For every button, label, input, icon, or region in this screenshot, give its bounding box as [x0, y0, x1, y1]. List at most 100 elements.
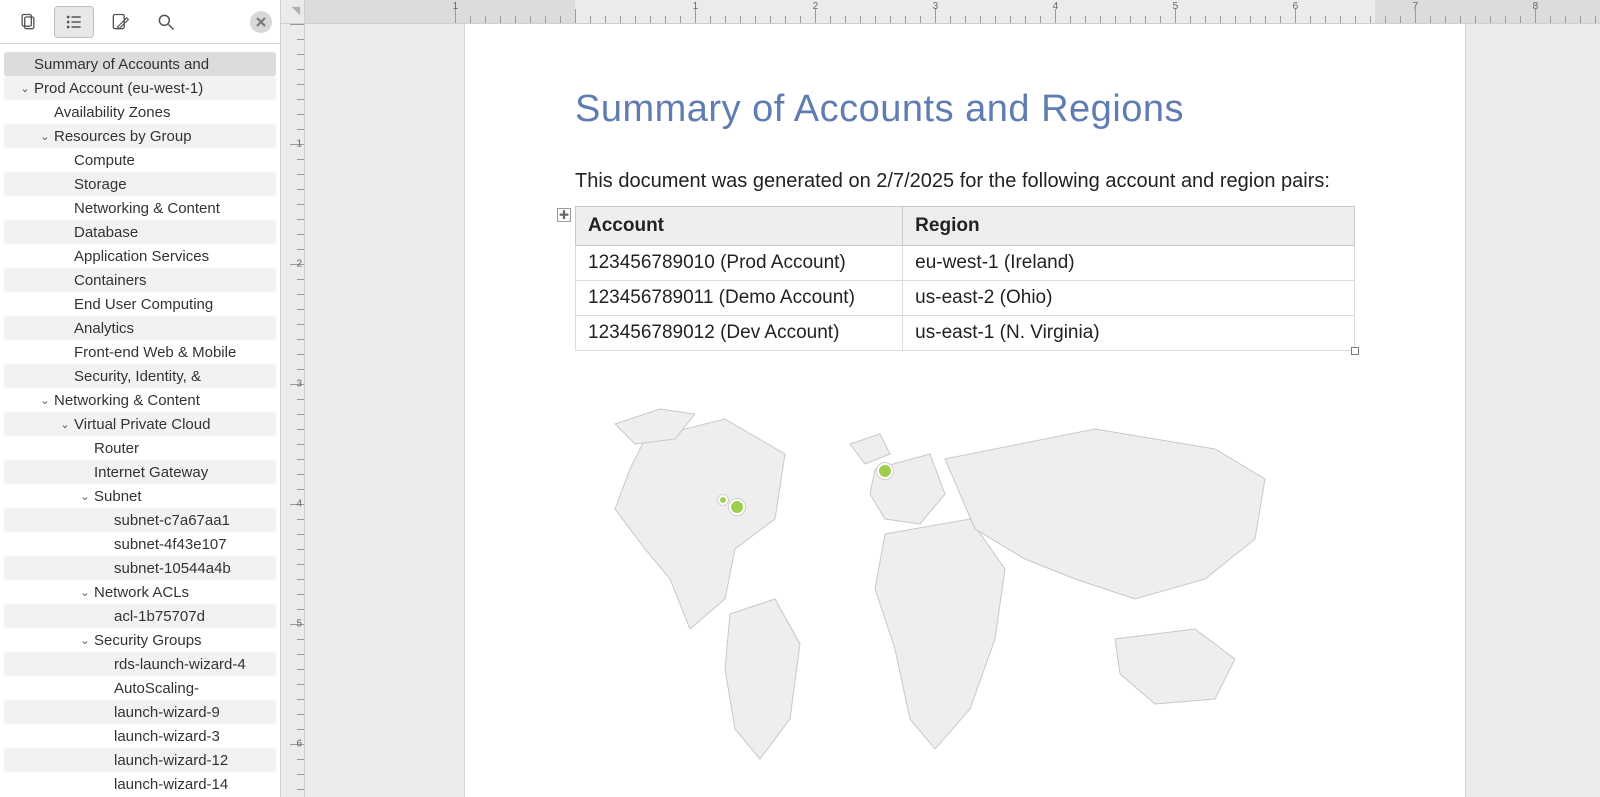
outline-item-label: Storage — [74, 176, 127, 193]
world-map-svg — [575, 399, 1295, 779]
outline-item[interactable]: ⌄Subnet — [4, 484, 276, 508]
list-icon — [64, 12, 84, 32]
outline-item-label: Front-end Web & Mobile — [74, 344, 236, 361]
thumbnails-tab[interactable] — [8, 6, 48, 38]
chevron-down-icon[interactable]: ⌄ — [78, 490, 92, 503]
outline-tab[interactable] — [54, 6, 94, 38]
outline-item[interactable]: Router — [4, 436, 276, 460]
close-sidebar-button[interactable] — [250, 11, 272, 33]
outline-item-label: Virtual Private Cloud — [74, 416, 210, 433]
outline-item[interactable]: ⌄Virtual Private Cloud — [4, 412, 276, 436]
outline-item[interactable]: Compute — [4, 148, 276, 172]
outline-item[interactable]: launch-wizard-3 — [4, 724, 276, 748]
outline-item[interactable]: ⌄Security Groups — [4, 628, 276, 652]
intro-text: This document was generated on 2/7/2025 … — [575, 167, 1355, 196]
editor: 1123456789 1234567 Summary of Accounts a… — [281, 0, 1600, 797]
outline-item-label: Internet Gateway — [94, 464, 208, 481]
sidebar: Summary of Accounts and⌄Prod Account (eu… — [0, 0, 281, 797]
outline-item[interactable]: ⌄Networking & Content — [4, 388, 276, 412]
outline-item-label: rds-launch-wizard-4 — [114, 656, 246, 673]
table-cell: 123456789010 (Prod Account) — [576, 246, 903, 281]
outline-item[interactable]: ⌄Prod Account (eu-west-1) — [4, 76, 276, 100]
table-cell: 123456789011 (Demo Account) — [576, 281, 903, 316]
app-root: Summary of Accounts and⌄Prod Account (eu… — [0, 0, 1600, 797]
chevron-down-icon[interactable]: ⌄ — [78, 586, 92, 599]
outline-item-label: Router — [94, 440, 139, 457]
outline-item[interactable]: Summary of Accounts and — [4, 52, 276, 76]
table-cell: 123456789012 (Dev Account) — [576, 316, 903, 351]
canvas[interactable]: Summary of Accounts and Regions This doc… — [305, 24, 1600, 797]
sidebar-toolbar — [0, 0, 280, 44]
outline-item[interactable]: launch-wizard-14 — [4, 772, 276, 796]
outline-item[interactable]: Analytics — [4, 316, 276, 340]
outline-item-label: subnet-4f43e107 — [114, 536, 227, 553]
outline-item[interactable]: Storage — [4, 172, 276, 196]
outline-item-label: launch-wizard-14 — [114, 776, 228, 793]
outline-item[interactable]: Application Services — [4, 244, 276, 268]
outline-item[interactable]: AutoScaling- — [4, 676, 276, 700]
outline-item-label: Subnet — [94, 488, 142, 505]
outline-item[interactable]: subnet-4f43e107 — [4, 532, 276, 556]
chevron-down-icon[interactable]: ⌄ — [58, 418, 72, 431]
outline-item-label: Summary of Accounts and — [34, 56, 209, 73]
outline-item[interactable]: rds-launch-wizard-4 — [4, 652, 276, 676]
outline-item[interactable]: ⌄Resources by Group — [4, 124, 276, 148]
outline-item[interactable]: launch-wizard-9 — [4, 700, 276, 724]
outline-item-label: Database — [74, 224, 138, 241]
chevron-down-icon[interactable]: ⌄ — [18, 82, 32, 95]
outline-item-label: Analytics — [74, 320, 134, 337]
vertical-ruler[interactable]: 1234567 — [281, 24, 305, 797]
outline-item[interactable]: acl-1b75707d — [4, 604, 276, 628]
outline-item[interactable]: ⌄Network ACLs — [4, 580, 276, 604]
table-row[interactable]: 123456789012 (Dev Account)us-east-1 (N. … — [576, 316, 1355, 351]
outline-item[interactable]: subnet-c7a67aa1 — [4, 508, 276, 532]
map-pin-eu-west-1 — [877, 463, 893, 479]
outline-item-label: Network ACLs — [94, 584, 189, 601]
chevron-down-icon[interactable]: ⌄ — [38, 130, 52, 143]
table-row[interactable]: 123456789010 (Prod Account)eu-west-1 (Ir… — [576, 246, 1355, 281]
outline-item[interactable]: End User Computing — [4, 292, 276, 316]
horizontal-ruler-row: 1123456789 — [281, 0, 1600, 24]
outline-item[interactable]: launch-wizard-12 — [4, 748, 276, 772]
table-cell: eu-west-1 (Ireland) — [903, 246, 1355, 281]
outline-item-label: Availability Zones — [54, 104, 170, 121]
table-row[interactable]: 123456789011 (Demo Account)us-east-2 (Oh… — [576, 281, 1355, 316]
chevron-down-icon[interactable]: ⌄ — [38, 394, 52, 407]
outline-item[interactable]: Front-end Web & Mobile — [4, 340, 276, 364]
chevron-down-icon[interactable]: ⌄ — [78, 634, 92, 647]
world-map — [575, 399, 1295, 779]
outline-item[interactable]: Availability Zones — [4, 100, 276, 124]
outline-item[interactable]: Containers — [4, 268, 276, 292]
outline-item[interactable]: Internet Gateway — [4, 460, 276, 484]
table-resize-handle[interactable] — [1351, 347, 1359, 355]
pages-icon — [18, 12, 38, 32]
outline-tree[interactable]: Summary of Accounts and⌄Prod Account (eu… — [0, 44, 280, 797]
outline-item[interactable]: Networking & Content — [4, 196, 276, 220]
outline-item-label: Security, Identity, & — [74, 368, 201, 385]
outline-item-label: launch-wizard-12 — [114, 752, 228, 769]
outline-item[interactable]: Security, Identity, & — [4, 364, 276, 388]
accounts-table[interactable]: AccountRegion123456789010 (Prod Account)… — [575, 206, 1355, 351]
outline-item-label: Containers — [74, 272, 147, 289]
horizontal-ruler[interactable]: 1123456789 — [305, 0, 1600, 24]
table-insert-handle[interactable]: ✚ — [557, 208, 571, 222]
map-pin-us-east-1 — [718, 495, 728, 505]
table-anchor: ✚ AccountRegion123456789010 (Prod Accoun… — [575, 206, 1355, 351]
close-icon — [255, 16, 267, 28]
outline-item-label: Networking & Content — [74, 200, 220, 217]
outline-item-label: Resources by Group — [54, 128, 192, 145]
ruler-corner[interactable] — [281, 0, 305, 24]
search-icon — [156, 12, 176, 32]
outline-item-label: launch-wizard-3 — [114, 728, 220, 745]
outline-item-label: subnet-c7a67aa1 — [114, 512, 230, 529]
table-cell: us-east-2 (Ohio) — [903, 281, 1355, 316]
outline-item-label: launch-wizard-9 — [114, 704, 220, 721]
outline-item[interactable]: Database — [4, 220, 276, 244]
search-tab[interactable] — [146, 6, 186, 38]
outline-item[interactable]: subnet-10544a4b — [4, 556, 276, 580]
outline-item-label: Compute — [74, 152, 135, 169]
outline-item-label: End User Computing — [74, 296, 213, 313]
outline-item-label: Networking & Content — [54, 392, 200, 409]
outline-item-label: Prod Account (eu-west-1) — [34, 80, 203, 97]
annotations-tab[interactable] — [100, 6, 140, 38]
